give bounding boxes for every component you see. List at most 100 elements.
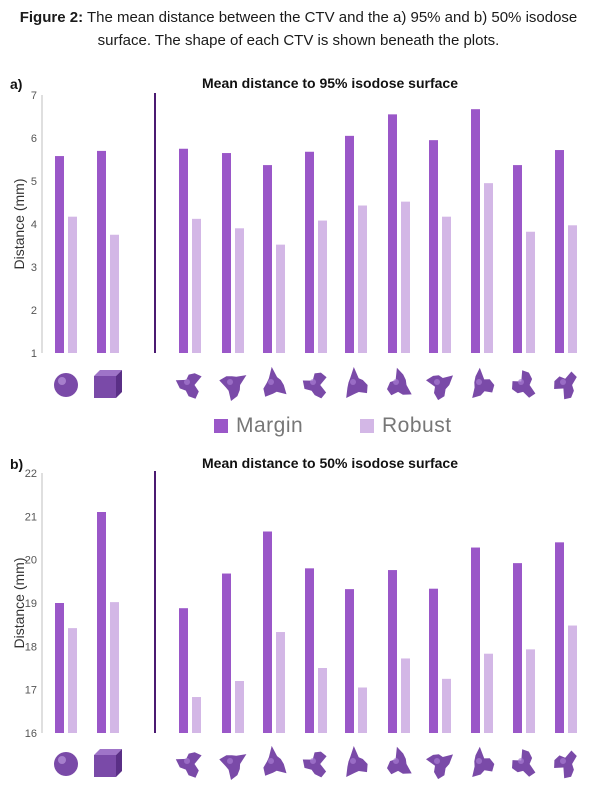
chart-1-bar-margin-7 xyxy=(388,570,397,733)
chart-1-shape-ctv2-icon xyxy=(219,754,247,780)
chart-1-shape-sphere-icon-highlight xyxy=(58,756,66,764)
chart-0-bar-robust-0 xyxy=(68,216,77,353)
chart-1-shape-ctv10-icon-body xyxy=(554,750,577,779)
figure-caption-label: Figure 2: xyxy=(19,9,84,26)
chart-0-shape-ctv5-icon xyxy=(346,367,368,398)
panel-a-letter: a) xyxy=(10,76,23,92)
chart-1-bar-margin-1 xyxy=(97,512,106,733)
chart-1-bar-robust-4 xyxy=(276,632,285,733)
chart-1-bar-robust-3 xyxy=(235,681,244,733)
chart-1-ytick-4: 20 xyxy=(25,555,37,567)
chart-1-bar-margin-6 xyxy=(345,589,354,733)
chart-1-shape-ctv4-icon-body xyxy=(302,751,327,778)
chart-0-shape-cube-icon-front xyxy=(94,376,116,398)
chart-0-shape-sphere-icon xyxy=(54,373,78,397)
chart-0-bar-robust-11 xyxy=(568,225,577,353)
chart-1-shape-ctv3-icon xyxy=(263,745,287,776)
chart-1-shape-ctv3-icon-highlight xyxy=(268,758,274,764)
legend-margin-swatch xyxy=(214,419,228,433)
chart-1-shape-ctv10-icon-highlight xyxy=(560,758,566,764)
chart-1-bar-robust-9 xyxy=(484,653,493,733)
chart-1-shape-ctv6-icon-body xyxy=(387,746,412,775)
chart-1-shape-ctv9-icon-body xyxy=(512,749,536,777)
chart-1-shape-ctv5-icon xyxy=(346,746,368,777)
chart-0-bar-robust-9 xyxy=(484,183,493,353)
chart-0-shape-cube-icon-side xyxy=(116,370,122,398)
chart-0-shape-ctv5-icon-highlight xyxy=(350,379,356,385)
chart-1-bar-margin-5 xyxy=(305,568,314,733)
figure-caption-text: The mean distance between the CTV and th… xyxy=(83,9,578,49)
chart-1-bar-margin-10 xyxy=(513,563,522,733)
chart-1-shape-ctv1-icon-body xyxy=(175,752,202,778)
chart-0-shape-ctv4-icon-body xyxy=(302,372,327,399)
chart-1-shape-ctv6-icon-highlight xyxy=(393,758,399,764)
chart-1-shape-ctv7-icon-highlight xyxy=(434,758,440,764)
chart-1-bar-robust-11 xyxy=(568,625,577,733)
chart-1-bar-margin-8 xyxy=(429,588,438,733)
chart-1-shape-ctv7-icon xyxy=(426,754,453,780)
chart-0-shape-ctv9-icon-highlight xyxy=(518,379,524,385)
chart-0-shape-ctv2-icon-body xyxy=(219,375,247,401)
chart-b-title: Mean distance to 50% isodose surface xyxy=(202,455,458,471)
chart-1-shape-ctv5-icon-body xyxy=(346,746,368,777)
chart-0-shape-ctv9-icon xyxy=(512,370,536,398)
chart-0-shape-ctv3-icon-highlight xyxy=(268,379,274,385)
chart-0-shape-ctv8-icon xyxy=(472,367,495,398)
chart-1-shape-ctv1-icon-highlight xyxy=(184,758,190,764)
chart-1-ytick-1: 17 xyxy=(25,685,37,697)
chart-1-bar-robust-7 xyxy=(401,658,410,733)
chart-0-ylabel: Distance (mm) xyxy=(11,178,27,269)
legend-robust-swatch xyxy=(360,419,374,433)
chart-1-shape-cube-icon-front xyxy=(94,755,116,777)
chart-0-shape-ctv10-icon-highlight xyxy=(560,379,566,385)
chart-0-bar-margin-3 xyxy=(222,153,231,353)
chart-0-ytick-5: 6 xyxy=(31,133,37,145)
chart-1-ylabel: Distance (mm) xyxy=(11,557,27,648)
chart-1-shape-ctv2-icon-highlight xyxy=(227,758,233,764)
chart-0-bar-robust-1 xyxy=(110,234,119,353)
chart-1-bar-margin-9 xyxy=(471,547,480,733)
chart-0-shape-ctv3-icon-body xyxy=(263,366,287,397)
chart-0-shape-ctv7-icon xyxy=(426,375,453,401)
chart-1-bar-robust-0 xyxy=(68,628,77,733)
chart-0-ytick-6: 7 xyxy=(31,90,37,102)
chart-0-shape-ctv3-icon xyxy=(263,366,287,397)
chart-0-bar-margin-2 xyxy=(179,148,188,353)
chart-0-shape-ctv8-icon-highlight xyxy=(476,379,482,385)
chart-1-bar-margin-0 xyxy=(55,603,64,733)
chart-1-ytick-2: 18 xyxy=(25,641,37,653)
chart-1-ytick-3: 19 xyxy=(25,598,37,610)
chart-1-bar-robust-10 xyxy=(526,649,535,733)
chart-1-shape-ctv10-icon xyxy=(554,750,577,779)
legend: Margin Robust xyxy=(0,414,597,444)
legend-margin: Margin xyxy=(214,414,303,438)
chart-0-shape-ctv7-icon-body xyxy=(426,375,453,401)
chart-0-ytick-4: 5 xyxy=(31,176,37,188)
chart-0-bar-margin-5 xyxy=(305,151,314,353)
chart-0-shape-cube-icon-top xyxy=(94,370,122,376)
chart-1-shape-ctv9-icon-highlight xyxy=(518,758,524,764)
chart-1-shape-ctv8-icon xyxy=(472,746,495,777)
chart-1-ytick-6: 22 xyxy=(25,468,37,480)
chart-1-shape-ctv5-icon-highlight xyxy=(350,758,356,764)
chart-1-bar-margin-11 xyxy=(555,542,564,733)
chart-0-shape-ctv7-icon-highlight xyxy=(434,379,440,385)
chart-1-shape-ctv1-icon xyxy=(175,752,202,778)
chart-0-bar-robust-10 xyxy=(526,231,535,353)
chart-0-shape-ctv6-icon-highlight xyxy=(393,379,399,385)
panel-b-letter: b) xyxy=(10,456,24,472)
figure-caption: Figure 2: The mean distance between the … xyxy=(0,6,597,52)
chart-1-shape-ctv6-icon xyxy=(387,746,412,775)
chart-1-bar-robust-2 xyxy=(192,697,201,733)
chart-0-ytick-0: 1 xyxy=(31,348,37,360)
chart-1-ytick-5: 21 xyxy=(25,511,37,523)
chart-0-shape-ctv6-icon xyxy=(387,367,412,396)
chart-0-shape-ctv4-icon xyxy=(302,372,327,399)
chart-0-shape-sphere-icon-body xyxy=(54,373,78,397)
chart-1-shape-ctv9-icon xyxy=(512,749,536,777)
chart-0-shape-ctv4-icon-highlight xyxy=(310,379,316,385)
chart-1-shape-cube-icon-top xyxy=(94,749,122,755)
chart-0-shape-ctv1-icon-highlight xyxy=(184,379,190,385)
chart-0-bar-margin-0 xyxy=(55,156,64,353)
